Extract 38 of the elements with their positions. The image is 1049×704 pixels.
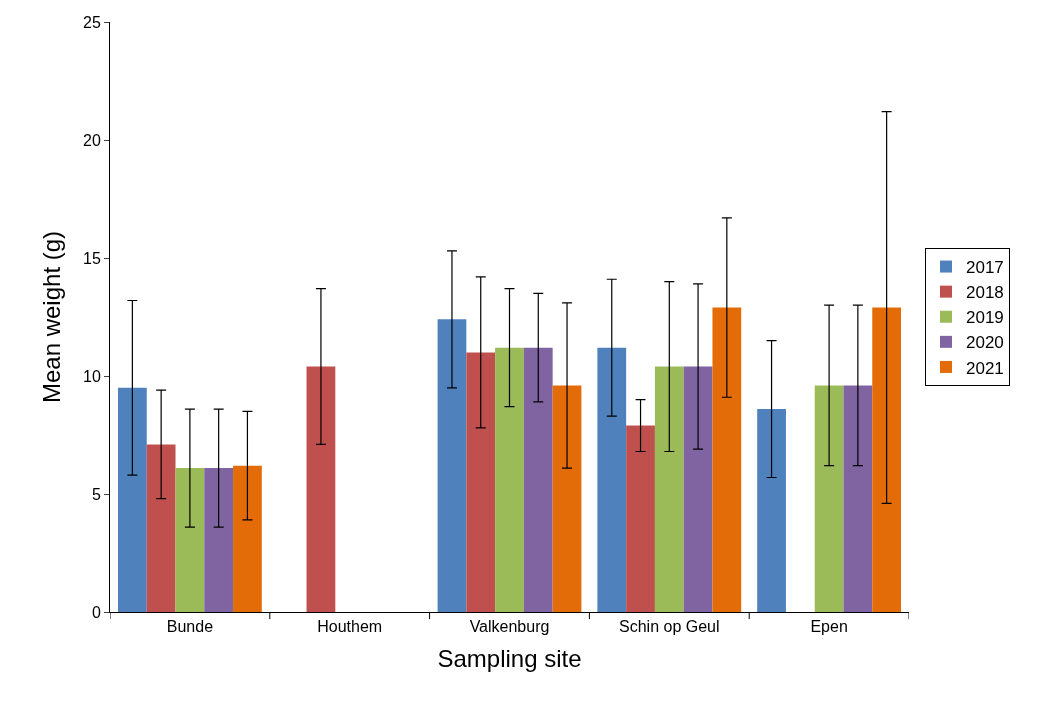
y-tick-label: 25 xyxy=(83,13,101,31)
x-axis-title: Sampling site xyxy=(437,644,582,672)
bar xyxy=(437,319,467,612)
bar xyxy=(872,307,902,612)
bar xyxy=(597,347,627,612)
x-tick-label: Schin op Geul xyxy=(619,618,720,636)
bar xyxy=(466,352,496,612)
bar xyxy=(175,468,205,612)
y-axis-title: Mean weight (g) xyxy=(38,230,66,404)
bar xyxy=(233,465,262,612)
bar xyxy=(146,444,176,612)
y-tick-label: 0 xyxy=(91,603,101,621)
x-tick-label: Bunde xyxy=(166,618,214,636)
bar xyxy=(117,387,147,612)
bar xyxy=(306,366,336,612)
legend-label: 2020 xyxy=(965,333,1004,353)
bar xyxy=(495,347,524,612)
bar xyxy=(626,425,655,612)
bar xyxy=(683,366,713,612)
bar xyxy=(552,385,582,612)
x-tick-label: Epen xyxy=(810,618,848,636)
y-tick-label: 5 xyxy=(91,485,101,503)
bar xyxy=(204,468,234,612)
bar xyxy=(814,385,844,612)
bar xyxy=(654,366,684,612)
legend-label: 2021 xyxy=(965,358,1004,378)
bar xyxy=(843,385,873,612)
legend-label: 2018 xyxy=(965,283,1004,303)
y-tick-label: 15 xyxy=(83,249,101,267)
x-tick-label: Valkenburg xyxy=(469,618,550,636)
bar xyxy=(757,409,786,612)
x-tick-label: Houthem xyxy=(317,618,383,636)
legend-label: 2019 xyxy=(965,308,1004,328)
bar xyxy=(523,347,553,612)
legend-label: 2017 xyxy=(965,258,1004,278)
y-tick-label: 20 xyxy=(83,131,101,149)
y-tick-label: 10 xyxy=(83,367,101,385)
bar xyxy=(712,307,742,612)
